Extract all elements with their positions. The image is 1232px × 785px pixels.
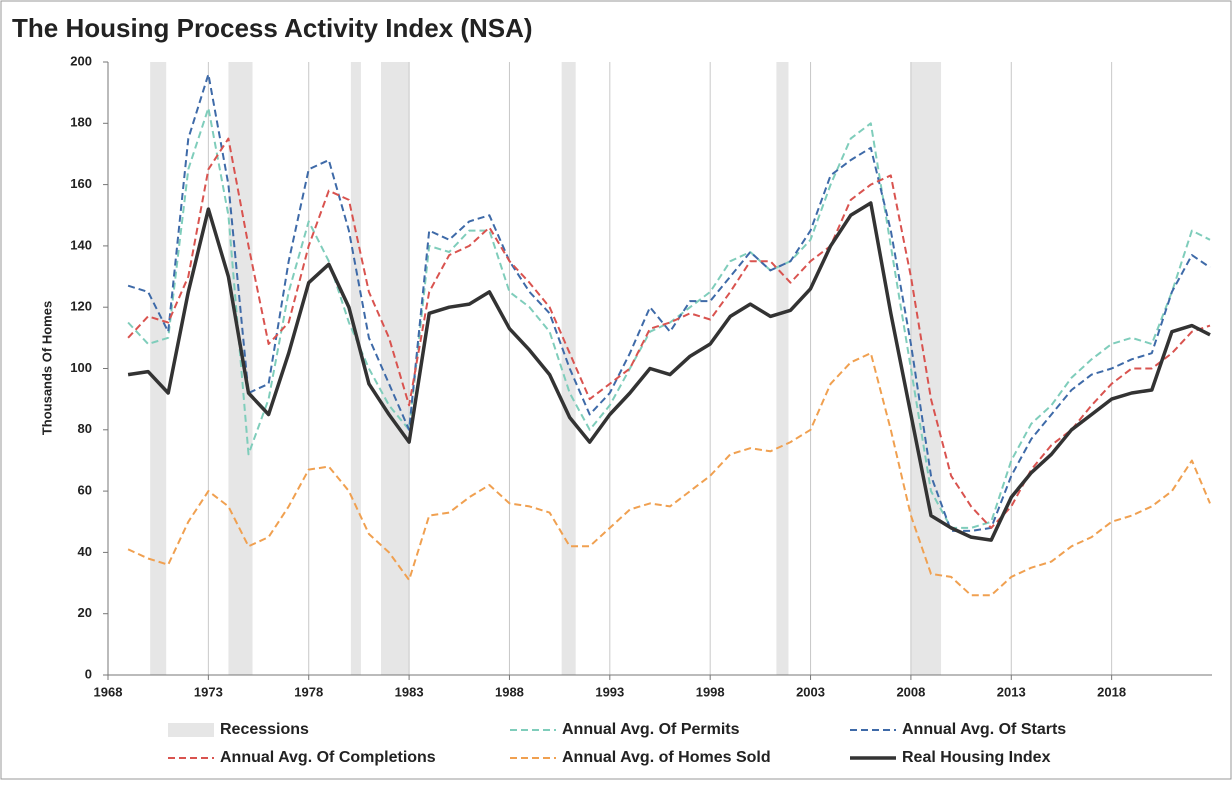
y-tick-label: 0 (85, 666, 92, 681)
y-tick-label: 80 (78, 421, 92, 436)
y-tick-label: 160 (70, 176, 92, 191)
recession-band (380, 62, 410, 675)
x-tick-label: 2008 (896, 684, 925, 699)
x-tick-label: 1993 (595, 684, 624, 699)
legend-label: Recessions (220, 721, 309, 738)
y-tick-label: 180 (70, 115, 92, 130)
series-line (127, 137, 1211, 529)
series-line (127, 201, 1211, 542)
y-tick-label: 20 (78, 605, 92, 620)
recession-band (150, 62, 167, 675)
recession-band (350, 62, 361, 675)
legend-label: Annual Avg. of Homes Sold (562, 749, 771, 766)
x-tick-label: 1973 (194, 684, 223, 699)
legend-label: Annual Avg. Of Completions (220, 749, 436, 766)
series-line (127, 73, 1211, 532)
legend-label: Annual Avg. Of Permits (562, 721, 740, 738)
x-tick-label: 1998 (696, 684, 725, 699)
legend-label: Real Housing Index (902, 749, 1051, 766)
x-tick-label: 2003 (796, 684, 825, 699)
x-tick-label: 1978 (294, 684, 323, 699)
recession-band (561, 62, 576, 675)
x-tick-label: 1983 (395, 684, 424, 699)
series-line (127, 107, 1211, 529)
y-tick-label: 40 (78, 544, 92, 559)
x-tick-label: 1988 (495, 684, 524, 699)
chart-title: The Housing Process Activity Index (NSA) (12, 13, 533, 43)
recession-band (228, 62, 253, 675)
x-tick-label: 1968 (94, 684, 123, 699)
series-line (127, 352, 1211, 597)
y-tick-label: 140 (70, 237, 92, 252)
y-axis-label: Thousands Of Homes (39, 301, 54, 435)
y-tick-label: 100 (70, 360, 92, 375)
y-tick-label: 200 (70, 53, 92, 68)
legend-label: Annual Avg. Of Starts (902, 721, 1066, 738)
recession-band (776, 62, 789, 675)
y-tick-label: 60 (78, 483, 92, 498)
y-tick-label: 120 (70, 299, 92, 314)
x-tick-label: 2013 (997, 684, 1026, 699)
legend-swatch (168, 723, 214, 737)
x-tick-label: 2018 (1097, 684, 1126, 699)
